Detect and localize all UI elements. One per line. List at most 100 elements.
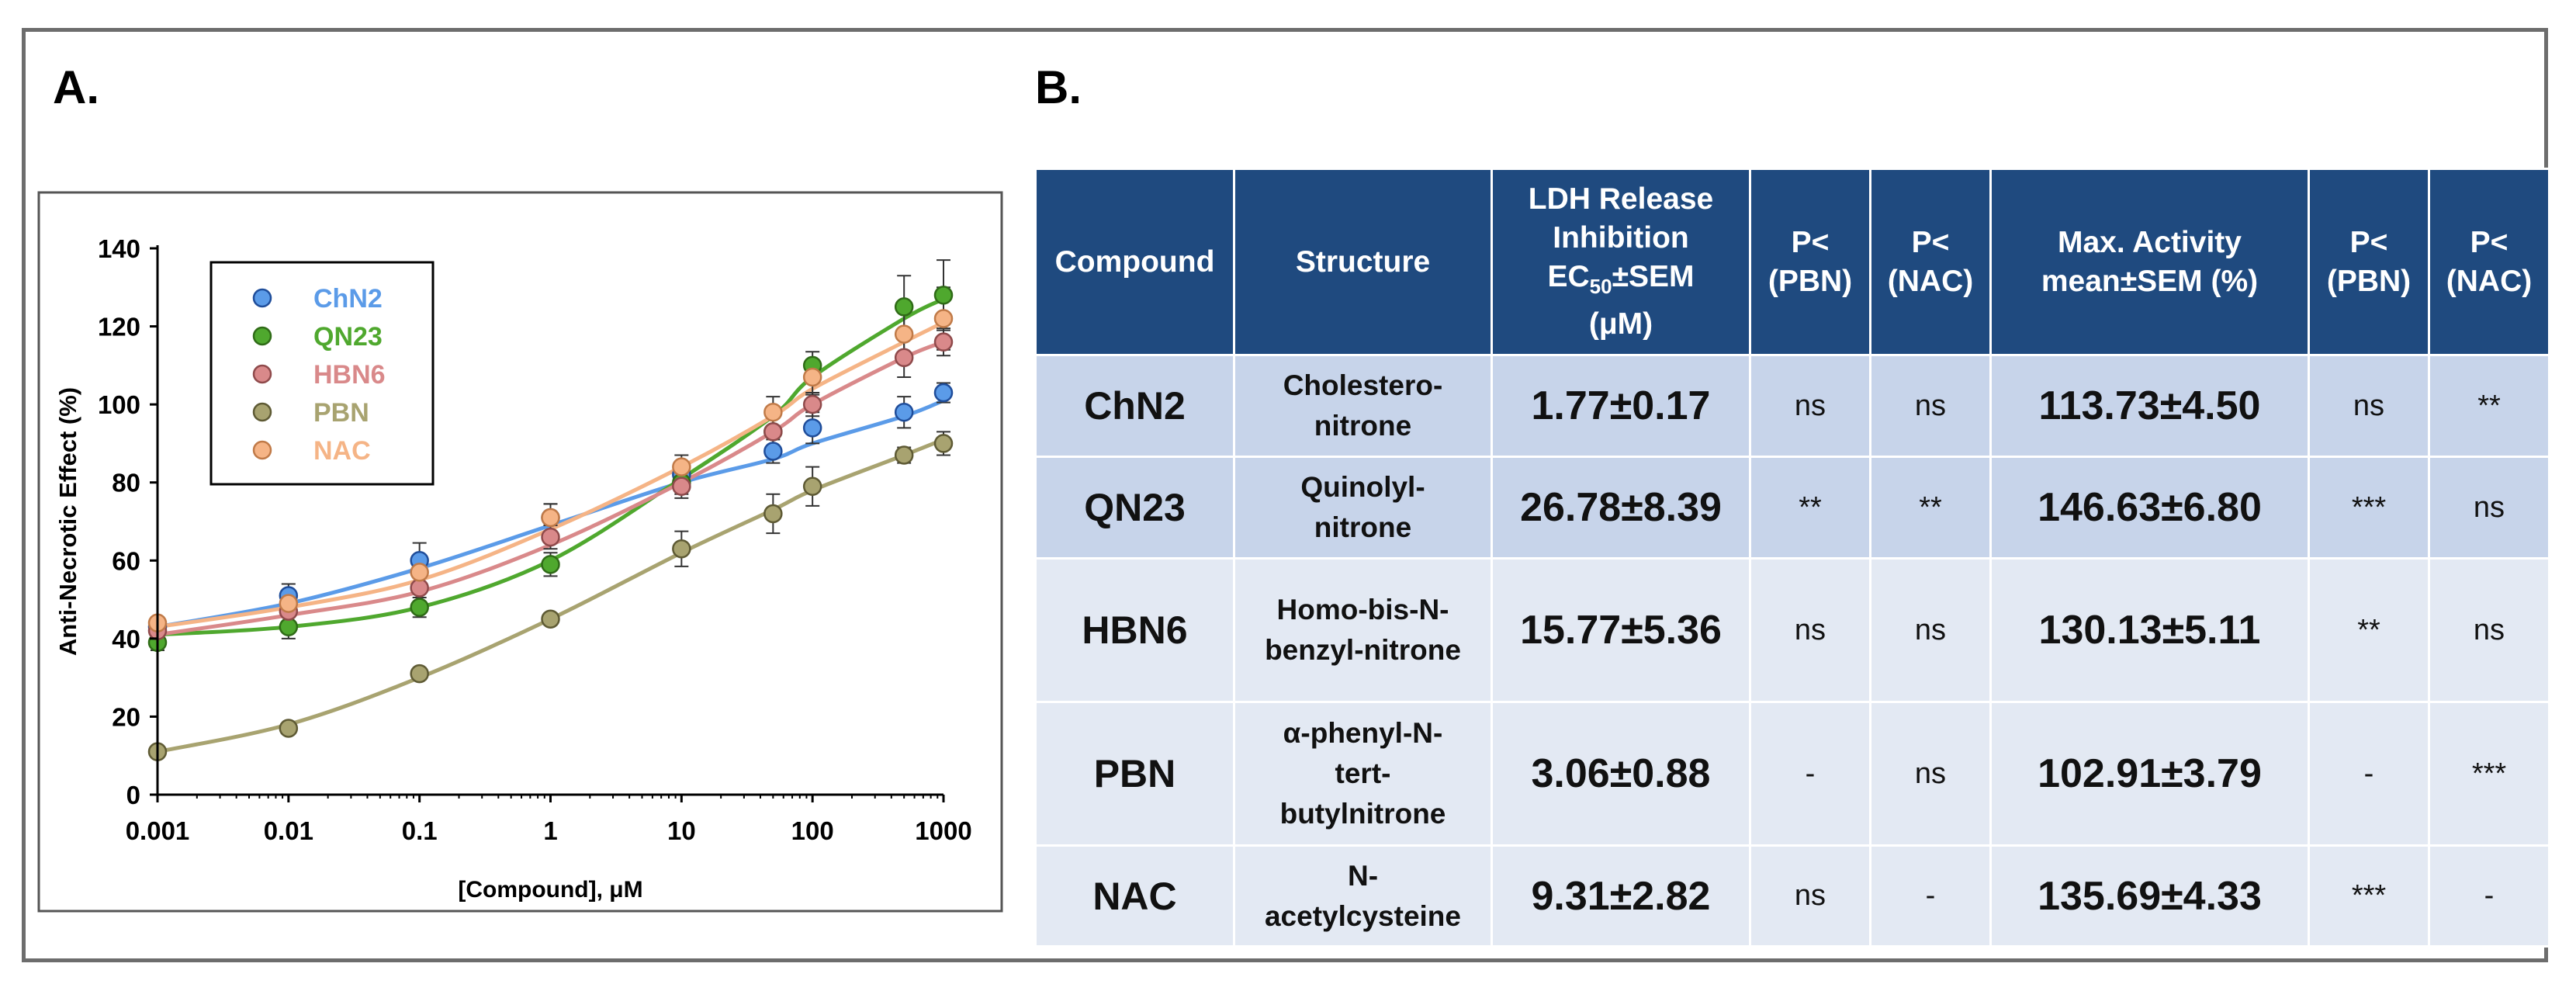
cell-p-nac-1: ** bbox=[1869, 456, 1992, 560]
header-max-line2: mean±SEM (%) bbox=[2041, 264, 2259, 298]
y-tick-label: 100 bbox=[98, 390, 140, 419]
table-header-row: Compound Structure LDH Release Inhibitio… bbox=[1034, 168, 2550, 356]
cell-p-nac-2: ns bbox=[2428, 456, 2550, 560]
data-point-chn2 bbox=[802, 418, 822, 438]
panel-a-label: A. bbox=[53, 61, 99, 113]
cell-p-pbn-2: ** bbox=[2308, 557, 2430, 703]
data-point-pbn bbox=[802, 476, 822, 496]
x-tick-label: 100 bbox=[791, 816, 834, 845]
header-max-line1: Max. Activity bbox=[2058, 225, 2242, 259]
cell-p-nac-1: ns bbox=[1869, 354, 1992, 458]
header-ldh-unit: (μM) bbox=[1588, 307, 1653, 341]
cell-structure: α-phenyl-N-tert-butylnitrone bbox=[1233, 701, 1493, 847]
header-p-nac-2-line2: (NAC) bbox=[2446, 264, 2533, 298]
header-p-pbn-2-line2: (PBN) bbox=[2326, 264, 2412, 298]
table-row: QN23 Quinolyl-nitrone 26.78±8.39 ** ** 1… bbox=[1034, 456, 2550, 560]
x-tick-label: 1 bbox=[543, 816, 557, 845]
cell-ec50: 15.77±5.36 bbox=[1491, 557, 1751, 703]
legend-marker-hbn6 bbox=[252, 364, 272, 384]
cell-p-pbn-2: *** bbox=[2308, 844, 2430, 948]
cell-ec50: 26.78±8.39 bbox=[1491, 456, 1751, 560]
chart-border bbox=[37, 191, 1003, 913]
legend-label-hbn6: HBN6 bbox=[313, 360, 386, 390]
header-p-pbn-2-line1: P< bbox=[2349, 225, 2388, 259]
fit-curves bbox=[157, 297, 945, 754]
y-tick-label: 20 bbox=[112, 702, 140, 731]
fit-curve-chn2 bbox=[157, 398, 944, 629]
cell-p-pbn-2: *** bbox=[2308, 456, 2430, 560]
cell-p-nac-2: *** bbox=[2428, 701, 2550, 847]
data-point-hbn6 bbox=[894, 348, 914, 368]
header-max-activity: Max. Activity mean±SEM (%) bbox=[1989, 168, 2310, 356]
data-point-nac bbox=[541, 508, 560, 528]
data-point-hbn6 bbox=[672, 476, 691, 496]
cell-compound: PBN bbox=[1034, 701, 1235, 847]
x-axis-label: [Compound], μM bbox=[458, 877, 642, 903]
header-structure: Structure bbox=[1233, 168, 1493, 356]
legend-marker-nac bbox=[252, 440, 272, 460]
header-ldh-line2: Inhibition bbox=[1553, 220, 1689, 255]
cell-structure: Homo-bis-N-benzyl-nitrone bbox=[1233, 557, 1493, 703]
results-table-wrapper: Compound Structure LDH Release Inhibitio… bbox=[1034, 168, 2550, 948]
header-p-pbn-1-line2: (PBN) bbox=[1768, 264, 1853, 298]
cell-max-activity: 146.63±6.80 bbox=[1989, 456, 2310, 560]
structure-line: nitrone bbox=[1314, 511, 1412, 543]
header-p-pbn-1-line1: P< bbox=[1791, 225, 1830, 259]
data-point-pbn bbox=[763, 504, 783, 524]
header-compound: Compound bbox=[1034, 168, 1235, 356]
cell-p-nac-1: ns bbox=[1869, 557, 1992, 703]
header-ldh-ec50: LDH Release Inhibition EC50±SEM (μM) bbox=[1491, 168, 1751, 356]
legend-label-qn23: QN23 bbox=[313, 322, 383, 352]
legend: ChN2 QN23 HBN6 PBN NAC bbox=[209, 261, 435, 486]
cell-compound: ChN2 bbox=[1034, 354, 1235, 458]
x-tick-label: 0.1 bbox=[402, 816, 438, 845]
data-point-nac bbox=[410, 563, 429, 582]
data-point-pbn bbox=[279, 719, 299, 738]
y-tick-label: 0 bbox=[126, 781, 140, 809]
data-point-nac bbox=[802, 367, 822, 387]
data-point-hbn6 bbox=[541, 527, 560, 547]
data-point-nac bbox=[279, 594, 299, 613]
data-point-qn23 bbox=[894, 297, 914, 317]
structure-line: Homo-bis-N- bbox=[1276, 594, 1449, 625]
cell-p-pbn-2: - bbox=[2308, 701, 2430, 847]
table-row: NAC N-acetylcysteine 9.31±2.82 ns - 135.… bbox=[1034, 844, 2550, 948]
y-tick-label: 60 bbox=[112, 546, 140, 575]
data-point-chn2 bbox=[894, 402, 914, 422]
cell-max-activity: 130.13±5.11 bbox=[1989, 557, 2310, 703]
x-tick-label: 0.01 bbox=[264, 816, 313, 845]
data-point-nac bbox=[672, 457, 691, 476]
data-point-pbn bbox=[672, 539, 691, 559]
cell-p-pbn-1: ns bbox=[1749, 844, 1871, 948]
legend-label-pbn: PBN bbox=[313, 398, 369, 428]
cell-structure: N-acetylcysteine bbox=[1233, 844, 1493, 948]
cell-p-nac-1: ns bbox=[1869, 701, 1992, 847]
data-point-hbn6 bbox=[763, 422, 783, 442]
cell-p-nac-1: - bbox=[1869, 844, 1992, 948]
cell-p-pbn-1: - bbox=[1749, 701, 1871, 847]
cell-ec50: 9.31±2.82 bbox=[1491, 844, 1751, 948]
x-tick-label: 10 bbox=[667, 816, 696, 845]
data-point-qn23 bbox=[279, 617, 299, 637]
data-point-nac bbox=[933, 309, 954, 328]
cell-max-activity: 135.69±4.33 bbox=[1989, 844, 2310, 948]
data-points bbox=[147, 259, 954, 761]
table-row: ChN2 Cholestero-nitrone 1.77±0.17 ns ns … bbox=[1034, 354, 2550, 458]
legend-label-chn2: ChN2 bbox=[313, 284, 383, 314]
fit-curve-nac bbox=[157, 321, 945, 629]
structure-line: butylnitrone bbox=[1279, 798, 1446, 830]
structure-line: Quinolyl- bbox=[1300, 471, 1425, 503]
data-point-pbn bbox=[894, 445, 914, 465]
cell-p-pbn-1: ns bbox=[1749, 557, 1871, 703]
cell-structure: Quinolyl-nitrone bbox=[1233, 456, 1493, 560]
header-p-nac-1-line1: P< bbox=[1911, 225, 1950, 259]
table-row: HBN6 Homo-bis-N-benzyl-nitrone 15.77±5.3… bbox=[1034, 557, 2550, 703]
header-ldh-sub: 50 bbox=[1589, 274, 1612, 298]
legend-marker-chn2 bbox=[252, 288, 272, 308]
y-tick-label: 40 bbox=[112, 625, 140, 653]
header-p-pbn-1: P< (PBN) bbox=[1749, 168, 1871, 356]
x-tick-label: 1000 bbox=[915, 816, 971, 845]
data-point-chn2 bbox=[763, 442, 783, 461]
cell-structure: Cholestero-nitrone bbox=[1233, 354, 1493, 458]
x-tick-label: 0.001 bbox=[126, 816, 190, 845]
